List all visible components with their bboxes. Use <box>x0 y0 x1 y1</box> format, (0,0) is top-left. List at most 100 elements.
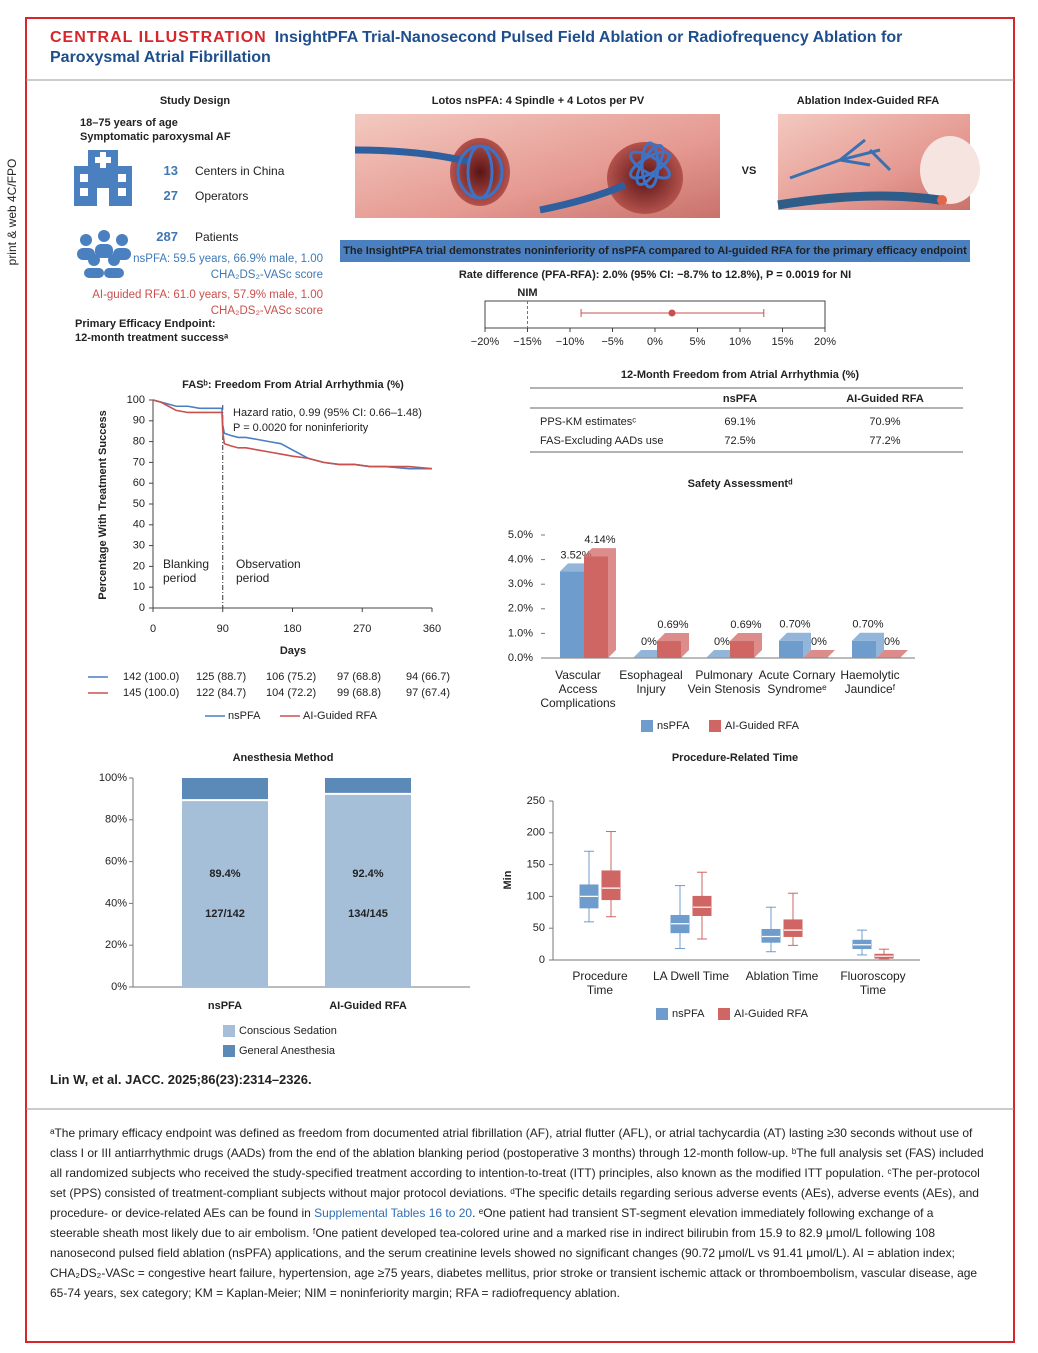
y-tick-label: 100 <box>527 890 545 902</box>
table-row-label: FAS-Excluding AADs use <box>540 435 664 447</box>
table-cell: 69.1% <box>724 416 755 428</box>
y-tick-label: 40% <box>105 897 127 909</box>
x-tick-label: −15% <box>513 336 542 348</box>
y-tick-label: 0.0% <box>508 652 533 664</box>
table-header: nsPFA <box>723 393 757 405</box>
bar <box>779 640 803 658</box>
vs-label: VS <box>742 165 757 177</box>
y-tick-label: 90 <box>133 415 145 427</box>
legend-label: AI-Guided RFA <box>303 710 378 722</box>
ai-rfa-profile: AI-guided RFA: 61.0 years, 57.9% male, 1… <box>92 289 323 317</box>
y-tick-label: 4.0% <box>508 554 533 566</box>
footnote-text: . ᵉOne patient had transient ST-segment … <box>50 1206 978 1300</box>
bar-depth <box>852 632 884 658</box>
table-header: AI-Guided RFA <box>846 393 924 405</box>
value-label: 0% <box>884 636 900 648</box>
x-tick-label: −20% <box>471 336 500 348</box>
x-tick-label: 5% <box>690 336 706 348</box>
bar-depth <box>876 650 908 658</box>
y-tick-label: 50 <box>133 498 145 510</box>
y-tick-label: 1.0% <box>508 627 533 639</box>
stat-label: Patients <box>195 230 239 244</box>
conclusion: The InsightPFA trial demonstrates noninf… <box>343 245 967 257</box>
footnote-link[interactable]: Supplemental Tables 16 to 20 <box>314 1206 473 1220</box>
period-label: Blanking period <box>163 557 210 585</box>
y-tick-label: 3.0% <box>508 578 533 590</box>
at-risk-count: 122 (84.7) <box>196 687 246 699</box>
x-tick-label: 10% <box>729 336 751 348</box>
x-tick-label: Vascular Access Complications <box>540 668 616 710</box>
value-label: 3.52% <box>560 549 591 561</box>
x-tick-label: 15% <box>771 336 793 348</box>
legend-label: General Anesthesia <box>239 1045 336 1057</box>
legend-label: nsPFA <box>657 720 690 732</box>
estimate <box>668 309 676 317</box>
km-curve <box>152 399 433 470</box>
y-tick-label: 100% <box>99 772 127 784</box>
x-tick-label: Esophageal Injury <box>619 668 683 696</box>
y-tick-label: 20 <box>133 560 145 572</box>
legend-swatch <box>709 720 721 732</box>
y-axis-label: Percentage With Treatment Success <box>97 410 109 599</box>
annotation: Hazard ratio, 0.99 (95% CI: 0.66–1.48) <box>233 407 422 419</box>
at-risk-count: 97 (68.8) <box>337 671 381 683</box>
chart-title: FASᵇ: Freedom From Atrial Arrhythmia (%) <box>182 379 404 391</box>
x-tick-label: LA Dwell Time <box>652 969 730 983</box>
criterion: Symptomatic paroxysmal AF <box>80 131 231 143</box>
header: CENTRAL ILLUSTRATION InsightPFA Trial-Nan… <box>50 28 990 68</box>
bar <box>584 556 608 658</box>
chart-title: Anesthesia Method <box>233 752 334 764</box>
y-tick-label: 60 <box>133 477 145 489</box>
legend-label: nsPFA <box>228 710 261 722</box>
x-tick-label: Pulmonary Vein Stenosis <box>687 668 761 696</box>
bar <box>852 640 876 658</box>
frame <box>25 17 1015 1343</box>
people-icon <box>77 230 131 278</box>
nspfa-profile: nsPFA: 59.5 years, 66.9% male, 1.00 CHA₂… <box>133 253 323 281</box>
x-tick-label: Fluoroscopy Time <box>840 969 906 997</box>
legend-swatch <box>223 1025 235 1037</box>
legend-label: Conscious Sedation <box>239 1025 337 1037</box>
bar-segment <box>182 778 268 801</box>
x-tick-label: Acute Cornary Syndromeᵉ <box>758 668 836 696</box>
y-tick-label: 80% <box>105 814 127 826</box>
endpoint: Primary Efficacy Endpoint: <box>75 318 216 330</box>
bar <box>730 641 754 658</box>
y-tick-label: 10 <box>133 581 145 593</box>
x-tick-label: Procedure Time <box>572 969 628 997</box>
y-tick-label: 0% <box>111 981 127 993</box>
box <box>692 895 712 916</box>
value-label: 89.4% <box>209 868 240 880</box>
bar-depth <box>730 633 762 658</box>
x-tick-label: 360 <box>423 623 441 635</box>
x-tick-label: −10% <box>556 336 585 348</box>
x-tick-label: 90 <box>217 623 229 635</box>
table-cell: 70.9% <box>869 416 900 428</box>
box <box>783 919 803 937</box>
value-label: 0.69% <box>730 619 761 631</box>
y-tick-label: 250 <box>527 795 545 807</box>
x-axis-label: Days <box>280 645 306 657</box>
table-cell: 77.2% <box>869 435 900 447</box>
y-tick-label: 100 <box>127 394 145 406</box>
at-risk-count: 94 (66.7) <box>406 671 450 683</box>
count-label: 127/142 <box>205 908 245 920</box>
bar-depth <box>584 548 616 658</box>
y-tick-label: 5.0% <box>508 529 533 541</box>
endpoint: 12-month treatment successᵃ <box>75 332 229 344</box>
section-title: Study Design <box>159 95 231 107</box>
value-label: 4.14% <box>584 534 615 546</box>
footnote: ᵃThe primary efficacy endpoint was defin… <box>50 1123 985 1303</box>
panel-title: Ablation Index-Guided RFA <box>797 95 939 107</box>
rfa-image <box>777 114 980 210</box>
y-tick-label: 20% <box>105 939 127 951</box>
bar-segment <box>325 778 411 794</box>
y-tick-label: 2.0% <box>508 603 533 615</box>
period-label: Observation period <box>236 557 301 585</box>
table-title: 12-Month Freedom from Atrial Arrhythmia … <box>621 369 859 381</box>
legend-label: AI-Guided RFA <box>734 1008 809 1020</box>
citation: Lin W, et al. JACC. 2025;86(23):2314–232… <box>50 1072 312 1087</box>
box <box>601 870 621 901</box>
stat-value: 287 <box>156 229 178 244</box>
